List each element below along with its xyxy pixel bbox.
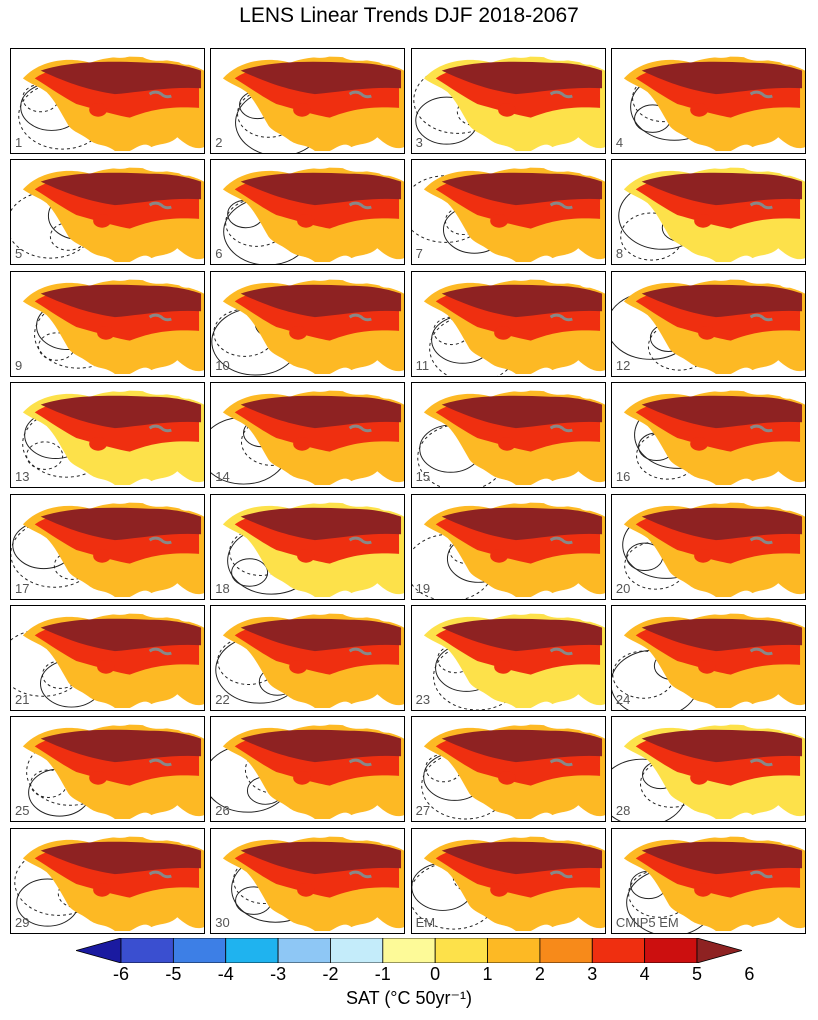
colorbar	[76, 938, 742, 963]
panel-label: 11	[415, 357, 430, 373]
colorbar-segment	[172, 938, 227, 963]
panel-label: 25	[15, 803, 30, 819]
map-panel: 27	[410, 716, 606, 823]
map-panel: 22	[210, 605, 406, 711]
map-panel: 3	[410, 48, 606, 154]
colorbar-tick-label: -4	[217, 964, 234, 984]
panel-label: 12	[615, 357, 631, 373]
colorbar-tick-label: -1	[374, 964, 391, 984]
map-panel: 14	[210, 382, 406, 489]
panel-label: 9	[15, 357, 23, 373]
map-panel: 23	[410, 605, 606, 711]
panel-label: 26	[215, 803, 230, 819]
colorbar-segment	[434, 938, 488, 963]
colorbar-tick-label: 4	[639, 964, 650, 984]
colorbar-segment	[382, 938, 436, 963]
colorbar-segment	[225, 938, 279, 963]
panel-label: 15	[415, 469, 431, 485]
colorbar-label: SAT (°C 50yr⁻¹)	[345, 988, 473, 1008]
map-panel: 10	[210, 270, 406, 377]
panel-label: 20	[615, 580, 631, 596]
panel-label: 6	[215, 246, 223, 262]
panel-label: 2	[215, 135, 223, 150]
map-panel: 29	[10, 827, 205, 934]
colorbar-segment	[330, 938, 384, 963]
panel-label: 28	[615, 803, 631, 819]
panel-label: 22	[215, 692, 230, 707]
colorbar-tick-label: 6	[744, 964, 755, 984]
panel-label: 13	[15, 469, 30, 485]
colorbar-segment	[76, 938, 122, 963]
panel-grid: 1 2 3 4 5 6 7 8 9 10 11 12 13 14 15 16 17 18 19 20 21 22 23 24 2…	[10, 48, 807, 934]
map-panel: 18	[210, 493, 406, 600]
colorbar-tick-label: -2	[322, 964, 339, 984]
panel-label: 23	[415, 692, 431, 707]
panel-label: 16	[615, 469, 631, 485]
panel-label: 30	[215, 914, 230, 930]
colorbar-segment	[120, 938, 174, 963]
map-panel: 19	[410, 493, 606, 600]
map-panel: 25	[10, 716, 205, 823]
map-panel: 12	[610, 270, 806, 377]
map-panel: 24	[610, 605, 806, 711]
colorbar-tick-label: -6	[112, 964, 130, 984]
panel-label: 10	[215, 357, 230, 373]
colorbar-ticks: -6 -5 -4 -3 -2 -1 0 1 2 3 4 5 6	[0, 964, 818, 986]
map-panel: 30	[210, 827, 406, 934]
map-panel: CMIP5 EM	[610, 827, 806, 934]
panel-label: 27	[415, 803, 431, 819]
colorbar-tick-label: 0	[430, 964, 441, 984]
map-panel: 11	[410, 270, 606, 377]
panel-label: 1	[15, 135, 23, 150]
map-panel: 13	[10, 382, 205, 489]
map-panel: 9	[10, 270, 205, 377]
panel-label: 21	[15, 692, 30, 707]
map-panel: EM	[410, 827, 606, 934]
panel-label: 19	[415, 580, 431, 596]
colorbar-segment	[644, 938, 698, 963]
map-panel: 15	[410, 382, 606, 489]
colorbar-segment	[539, 938, 593, 963]
panel-label: CMIP5 EM	[615, 914, 679, 930]
panel-label: 3	[415, 135, 423, 150]
panel-label: 24	[615, 692, 631, 707]
map-panel: 26	[210, 716, 406, 823]
panel-label: 18	[215, 580, 230, 596]
panel-label: 4	[615, 135, 624, 150]
map-panel: 6	[210, 159, 406, 266]
colorbar-segment	[696, 938, 742, 963]
map-panel: 16	[610, 382, 806, 489]
colorbar-tick-label: 5	[691, 964, 703, 984]
colorbar-tick-label: 3	[587, 964, 598, 984]
map-panel: 8	[610, 159, 806, 266]
colorbar-tick-label: 1	[482, 964, 493, 984]
map-panel: 2	[210, 48, 406, 154]
map-panel: 7	[410, 159, 606, 266]
colorbar-tick-label: -5	[165, 964, 182, 984]
map-panel: 5	[10, 159, 205, 266]
colorbar-segment	[277, 938, 331, 963]
panel-label: 8	[615, 246, 624, 262]
colorbar-segment	[591, 938, 646, 963]
colorbar-segment	[487, 938, 541, 963]
chart-title: LENS Linear Trends DJF 2018-2067	[239, 4, 579, 27]
colorbar-tick-label: -3	[270, 964, 287, 984]
panel-label: 7	[415, 246, 423, 262]
panel-label: EM	[415, 914, 436, 930]
panel-label: 5	[15, 246, 23, 262]
panel-label: 29	[15, 914, 30, 930]
panel-label: 17	[15, 580, 30, 596]
map-panel: 21	[10, 605, 205, 711]
map-panel: 4	[610, 48, 806, 154]
panel-label: 14	[215, 469, 230, 485]
map-panel: 20	[610, 493, 806, 600]
map-panel: 17	[10, 493, 205, 600]
map-panel: 1	[10, 48, 205, 154]
colorbar-tick-label: 2	[534, 964, 545, 984]
map-panel: 28	[610, 716, 806, 823]
